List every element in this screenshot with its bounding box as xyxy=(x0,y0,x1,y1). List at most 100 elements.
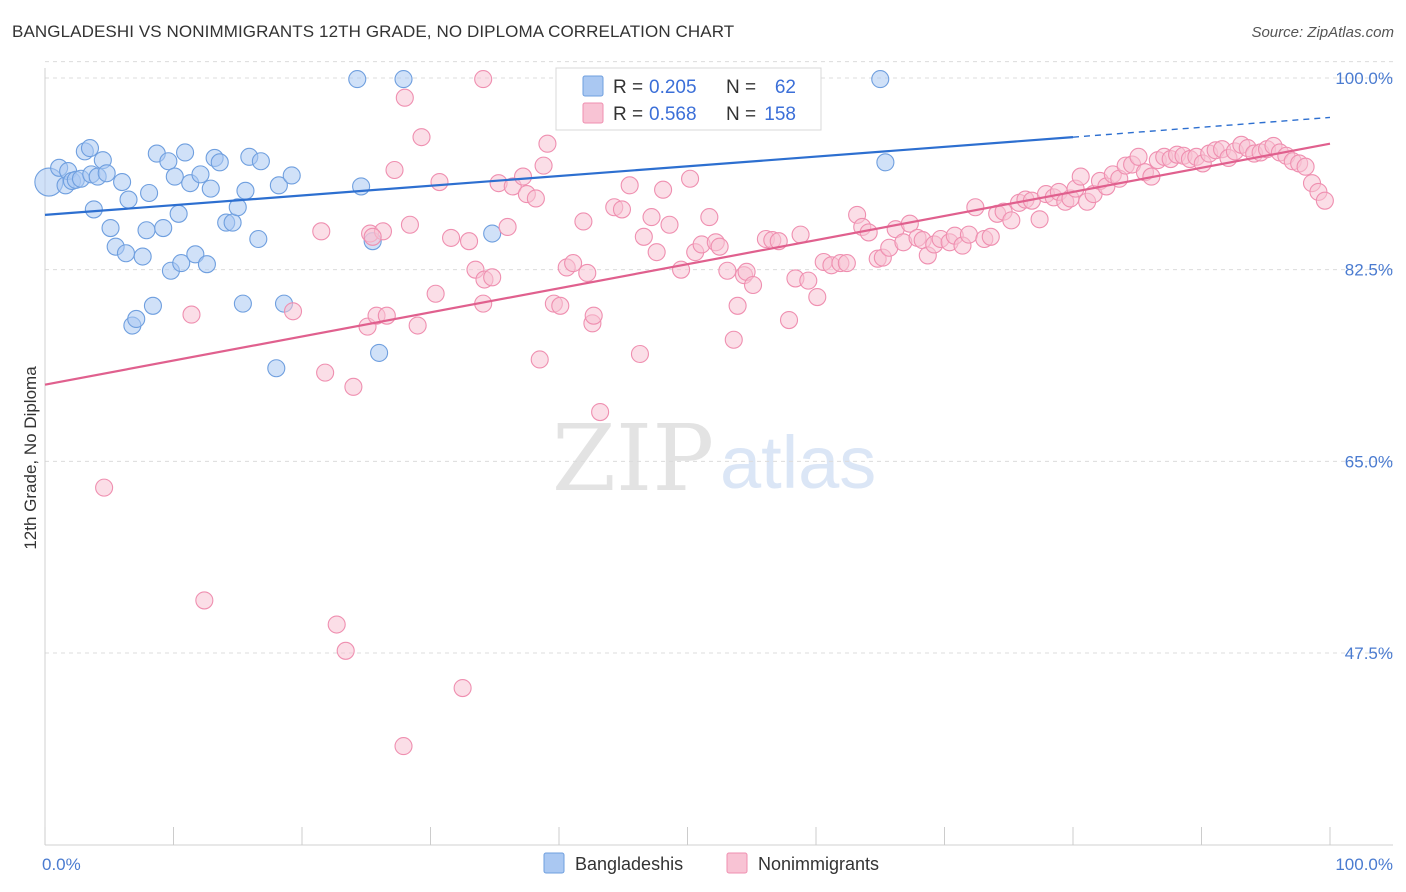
bangladeshi-point xyxy=(116,244,136,263)
legend-swatch-bangladeshis xyxy=(543,852,565,874)
nonimmigrant-point xyxy=(642,208,661,227)
bangladeshi-point xyxy=(176,143,195,162)
nonimmigrant-point xyxy=(700,208,719,227)
bangladeshi-point xyxy=(282,166,301,185)
stats-legend-swatch-bangladeshis xyxy=(582,75,604,97)
nonimmigrant-point xyxy=(799,271,818,290)
legend-label-nonimmigrants: Nonimmigrants xyxy=(758,854,879,874)
bangladeshi-point xyxy=(269,176,288,195)
nonimmigrant-point xyxy=(459,232,479,251)
bangladeshi-point xyxy=(169,204,188,223)
bangladeshi-point xyxy=(143,296,162,315)
nonimmigrant-point xyxy=(791,225,810,244)
bangladeshi-point xyxy=(876,153,895,172)
bangladeshi-point xyxy=(97,164,116,183)
y-tick-label-1: 82.5% xyxy=(1345,261,1393,280)
stats-legend-swatch-nonimmigrants xyxy=(582,102,604,124)
x-tick-labels: 0.0% 100.0% xyxy=(42,855,1393,874)
nonimmigrant-point xyxy=(743,275,763,295)
bangladeshi-point xyxy=(201,179,220,198)
bangladeshi-point xyxy=(127,309,146,329)
nonimmigrant-point xyxy=(574,212,593,231)
bangladeshi-point xyxy=(233,294,252,313)
bangladeshi-point xyxy=(140,183,159,203)
nonimmigrant-point xyxy=(779,310,799,330)
bangladeshi-point xyxy=(119,190,138,209)
bangladeshi-point xyxy=(236,181,255,200)
bangladeshi-point xyxy=(210,153,229,172)
nonimmigrant-point xyxy=(400,215,419,234)
chart-source: Source: ZipAtlas.com xyxy=(1251,24,1394,41)
nonimmigrant-point xyxy=(620,176,639,195)
stats-legend: R = 0.205 N = 62 R = 0.568 N = 158 xyxy=(555,67,822,131)
nonimmigrant-point xyxy=(1296,157,1315,176)
nonimmigrant-point xyxy=(474,70,493,89)
stats-n-value-1: 158 xyxy=(764,104,796,125)
bangladeshi-point xyxy=(101,218,120,238)
bangladeshi-point xyxy=(249,229,268,249)
bangladeshi-point xyxy=(348,70,367,89)
nonimmigrant-point xyxy=(1002,211,1021,230)
nonimmigrant-point xyxy=(530,350,549,369)
nonimmigrant-point xyxy=(363,227,382,246)
nonimmigrant-point xyxy=(182,305,201,324)
y-axis-title: 12th Grade, No Diploma xyxy=(21,366,40,550)
bangladeshi-point xyxy=(871,70,890,89)
nonimmigrant-point xyxy=(578,263,597,283)
nonimmigrant-point xyxy=(534,156,553,175)
nonimmigrant-point xyxy=(584,306,603,325)
bangladeshi-point xyxy=(370,343,389,362)
nonimmigrant-point xyxy=(442,228,461,247)
chart-title: BANGLADESHI VS NONIMMIGRANTS 12TH GRADE,… xyxy=(12,22,735,41)
trend-line-bangladeshis xyxy=(44,136,1074,217)
bangladeshi-point xyxy=(191,165,210,184)
x-ticks xyxy=(44,827,1331,845)
nonimmigrant-point xyxy=(426,284,445,303)
nonimmigrant-point xyxy=(660,215,679,234)
bangladeshi-point xyxy=(133,247,152,266)
stats-n-label-0: N = xyxy=(726,77,756,98)
nonimmigrant-point xyxy=(385,160,404,180)
nonimmigrant-point xyxy=(837,254,856,273)
nonimmigrant-point xyxy=(1071,167,1090,186)
axes xyxy=(44,68,1393,846)
nonimmigrant-point xyxy=(95,478,114,497)
nonimmigrant-point xyxy=(634,227,653,246)
nonimmigrant-point xyxy=(283,302,303,321)
nonimmigrant-point xyxy=(195,591,214,610)
nonimmigrant-point xyxy=(728,296,747,315)
stats-n-value-0: 62 xyxy=(775,77,796,98)
bangladeshi-point xyxy=(154,218,173,238)
trend-line-extension-bangladeshis xyxy=(1072,116,1331,138)
nonimmigrant-point xyxy=(430,172,449,192)
nonimmigrant-point xyxy=(612,200,632,219)
legend-label-bangladeshis: Bangladeshis xyxy=(575,854,683,874)
stats-r-value-1: 0.568 xyxy=(649,104,697,125)
bangladeshi-point xyxy=(251,152,270,171)
stats-n-label-1: N = xyxy=(726,104,756,125)
x-tick-label-0: 0.0% xyxy=(42,855,81,874)
watermark-zip: ZIP xyxy=(552,405,714,512)
series-bangladeshis xyxy=(34,70,895,378)
nonimmigrant-point xyxy=(408,316,427,335)
x-tick-label-1: 100.0% xyxy=(1335,855,1393,874)
nonimmigrant-point xyxy=(412,128,431,147)
bangladeshi-point xyxy=(84,200,103,219)
bangladeshi-point xyxy=(159,152,178,171)
bangladeshi-point xyxy=(186,245,205,264)
nonimmigrant-point xyxy=(591,402,610,422)
nonimmigrant-point xyxy=(959,225,978,244)
nonimmigrant-point xyxy=(327,615,346,634)
y-tick-label-2: 65.0% xyxy=(1345,452,1393,471)
nonimmigrant-point xyxy=(483,268,502,287)
nonimmigrant-point xyxy=(395,88,414,107)
bangladeshi-point xyxy=(197,255,216,274)
nonimmigrant-point xyxy=(513,167,533,186)
series-legend: Bangladeshis Nonimmigrants xyxy=(543,852,879,874)
stats-r-label-0: R = xyxy=(613,77,643,98)
bangladeshi-point xyxy=(228,198,247,217)
bangladeshi-point xyxy=(113,172,132,192)
nonimmigrant-point xyxy=(336,641,355,660)
bangladeshi-point xyxy=(267,359,286,378)
